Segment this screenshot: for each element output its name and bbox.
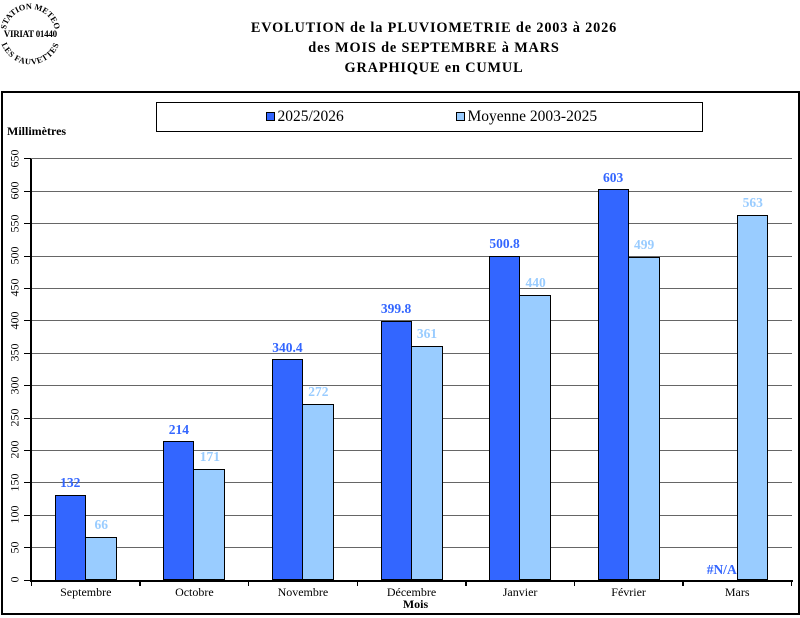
svg-text:STATION METEO: STATION METEO [0,2,62,31]
svg-text:LES FAUVETTES: LES FAUVETTES [0,41,61,66]
svg-text:VIRIAT 01440: VIRIAT 01440 [4,29,58,39]
